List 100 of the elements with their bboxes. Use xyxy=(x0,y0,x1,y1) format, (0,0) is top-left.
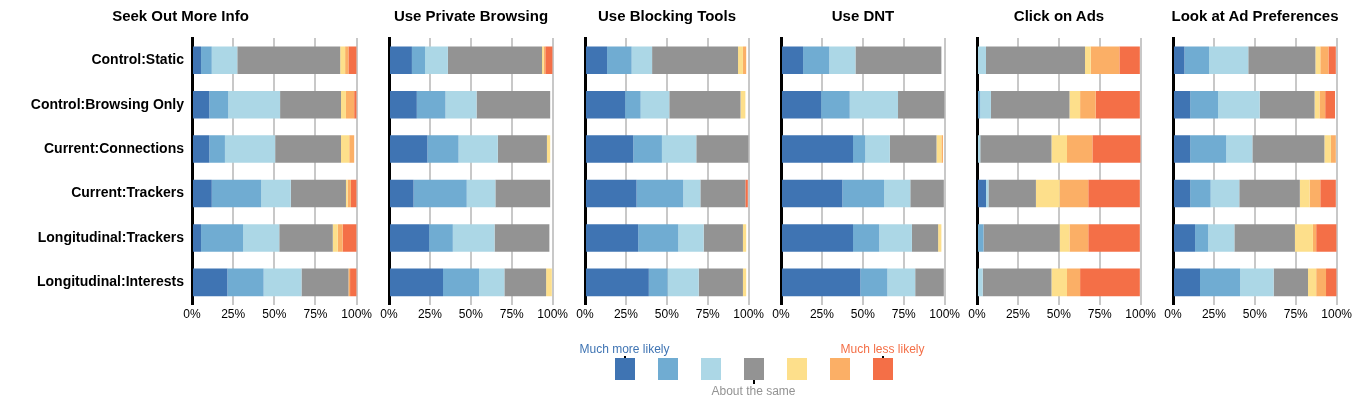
bar xyxy=(443,268,480,297)
x-tick-label: 0% xyxy=(968,307,986,322)
bar xyxy=(990,90,1070,119)
x-tick-label: 50% xyxy=(850,307,876,322)
bar xyxy=(849,90,899,119)
bar xyxy=(341,135,350,163)
bar xyxy=(636,179,684,208)
bar xyxy=(447,46,543,74)
bar xyxy=(625,90,641,119)
bar xyxy=(193,179,212,208)
bar xyxy=(413,179,467,208)
bar xyxy=(978,179,986,208)
bar xyxy=(1174,135,1191,163)
x-tick-label: 100% xyxy=(929,307,961,322)
x-tick-label: 50% xyxy=(1242,307,1268,322)
bar xyxy=(452,224,495,252)
bar xyxy=(263,268,302,297)
bar xyxy=(988,179,1036,208)
bar xyxy=(1320,179,1336,208)
bar xyxy=(340,46,346,74)
bar xyxy=(803,46,830,74)
bar xyxy=(586,135,634,163)
bar xyxy=(545,46,553,74)
bar xyxy=(782,179,843,208)
bar xyxy=(1051,135,1068,163)
bar xyxy=(193,90,210,119)
bar xyxy=(1174,90,1191,119)
bar xyxy=(345,90,355,119)
y-tick-label: Longitudinal:Interests xyxy=(37,273,185,290)
bar xyxy=(497,135,547,163)
bar xyxy=(1330,135,1336,163)
chart-title: Use Blocking Tools xyxy=(597,7,737,25)
bar xyxy=(742,268,747,297)
bar xyxy=(390,179,414,208)
bar xyxy=(910,179,944,208)
bar xyxy=(425,46,448,74)
bar xyxy=(586,90,626,119)
bar xyxy=(228,90,281,119)
bar xyxy=(607,46,632,74)
x-tick-label: 25% xyxy=(1201,307,1227,322)
x-tick-label: 0% xyxy=(576,307,594,322)
bar xyxy=(1320,46,1329,74)
x-tick-label: 100% xyxy=(537,307,569,322)
x-tick-label: 50% xyxy=(654,307,680,322)
bar xyxy=(1210,179,1240,208)
x-tick-label: 25% xyxy=(1005,307,1031,322)
x-tick-label: 25% xyxy=(613,307,639,322)
bar xyxy=(1190,90,1219,119)
bar xyxy=(261,179,291,208)
bar xyxy=(1174,179,1191,208)
x-tick-label: 75% xyxy=(499,307,525,322)
bar xyxy=(1190,135,1227,163)
bar xyxy=(1119,46,1140,74)
bar xyxy=(678,224,704,252)
bar xyxy=(1312,224,1317,252)
bar xyxy=(782,90,822,119)
bar xyxy=(978,268,983,297)
bar xyxy=(337,224,343,252)
legend-label: About the same xyxy=(711,384,796,398)
bar xyxy=(986,46,1086,74)
bar xyxy=(1316,224,1337,252)
bar xyxy=(349,135,355,163)
bar xyxy=(193,224,202,252)
bar xyxy=(1051,268,1068,297)
x-tick-label: 50% xyxy=(1046,307,1072,322)
bar xyxy=(1273,268,1309,297)
bar xyxy=(703,224,743,252)
bar xyxy=(227,268,264,297)
bar xyxy=(445,90,477,119)
bar xyxy=(1092,135,1141,163)
bar xyxy=(390,224,430,252)
bar xyxy=(860,268,888,297)
bar xyxy=(700,179,746,208)
bar xyxy=(631,46,653,74)
x-tick-label: 0% xyxy=(1164,307,1182,322)
bar xyxy=(193,135,210,163)
bar xyxy=(1209,46,1249,74)
bar xyxy=(1174,268,1200,297)
y-tick-label: Control:Browsing Only xyxy=(30,95,185,112)
bar xyxy=(1252,135,1325,163)
bar xyxy=(479,268,505,297)
bar xyxy=(1218,90,1260,119)
bar xyxy=(1095,90,1140,119)
bar xyxy=(201,46,212,74)
x-tick-label: 75% xyxy=(1283,307,1309,322)
bar xyxy=(494,224,550,252)
bar xyxy=(411,46,425,74)
bar xyxy=(1200,268,1241,297)
bar xyxy=(1184,46,1209,74)
bar xyxy=(915,268,944,297)
bar xyxy=(193,46,202,74)
bar xyxy=(279,224,333,252)
bar xyxy=(586,224,639,252)
bar xyxy=(980,135,1052,163)
bar xyxy=(495,179,551,208)
bar xyxy=(1315,46,1321,74)
bar xyxy=(275,135,342,163)
bar xyxy=(667,268,699,297)
bar xyxy=(1324,135,1331,163)
bar xyxy=(1326,268,1337,297)
